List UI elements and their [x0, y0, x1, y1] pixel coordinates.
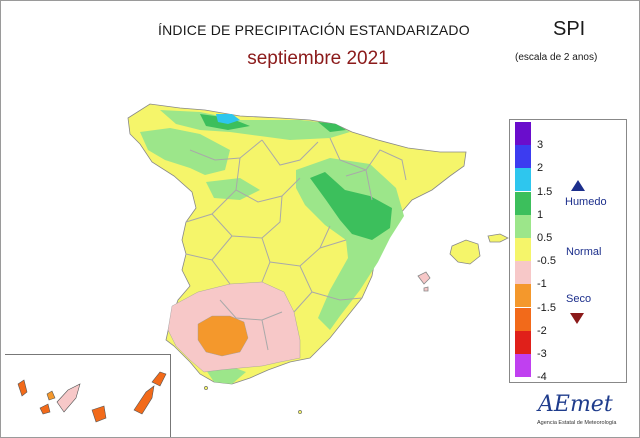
index-name: SPI — [553, 18, 586, 40]
month-label: septiembre 2021 — [247, 48, 389, 69]
legend-label: -1.5 — [537, 301, 556, 314]
category-dry: Seco — [566, 293, 592, 305]
very-dry-zone-guadalquivir — [197, 315, 249, 357]
wet-zone-west — [206, 178, 260, 200]
legend-swatch — [515, 330, 531, 354]
legend-swatch — [515, 191, 531, 215]
legend-swatch — [515, 168, 531, 192]
mallorca — [449, 239, 481, 265]
la-palma — [17, 379, 28, 397]
legend-swatch — [515, 354, 531, 377]
category-normal: Normal — [566, 246, 602, 258]
legend-label: 0.5 — [537, 232, 553, 244]
very-wet-zone-iberian — [310, 172, 392, 240]
legend-label: -3 — [537, 348, 547, 360]
very-wet-zone-basque — [318, 122, 346, 132]
ibiza — [417, 271, 431, 285]
map-title: ÍNDICE DE PRECIPITACIÓN ESTANDARIZADO — [158, 22, 470, 38]
menorca — [487, 233, 509, 243]
legend-swatch — [515, 284, 531, 308]
ceuta — [204, 386, 208, 390]
wet-zone-northwest — [140, 128, 230, 175]
legend-swatch — [515, 122, 531, 145]
legend-label: 3 — [537, 139, 544, 152]
category-wet: Humedo — [565, 196, 607, 208]
legend-label: 1.5 — [537, 185, 553, 198]
legend-label: 1 — [537, 208, 544, 221]
tenerife — [56, 383, 81, 413]
gran-canaria — [91, 405, 107, 423]
wet-arrow-icon — [571, 180, 585, 191]
legend-label: -1 — [537, 278, 547, 291]
dry-arrow-icon — [570, 313, 584, 324]
legend-swatch — [515, 238, 531, 261]
legend-label: -0.5 — [537, 255, 556, 268]
lanzarote — [151, 371, 167, 387]
map-subtitle: septiembre 2021 — [0, 48, 640, 70]
legend-label: -2 — [537, 324, 547, 337]
legend-swatch — [515, 261, 531, 285]
legend-swatch — [515, 145, 531, 169]
fuerteventura — [133, 385, 155, 415]
canary-islands-inset — [5, 354, 171, 437]
legend-swatch — [515, 307, 531, 331]
aemet-caption: Agencia Estatal de Meteorología — [537, 420, 617, 426]
legend-label: 2 — [537, 162, 544, 175]
aemet-logo: AEmet — [538, 392, 613, 417]
melilla — [298, 410, 302, 414]
el-hierro — [39, 403, 51, 415]
legend-swatch — [515, 214, 531, 238]
province-borders — [185, 137, 407, 351]
scale-note: (escala de 2 anos) — [515, 52, 598, 63]
formentera — [423, 286, 429, 292]
legend-label: -4 — [537, 371, 547, 384]
la-gomera — [46, 390, 56, 401]
extremely-wet-zone-asturias — [216, 114, 240, 124]
